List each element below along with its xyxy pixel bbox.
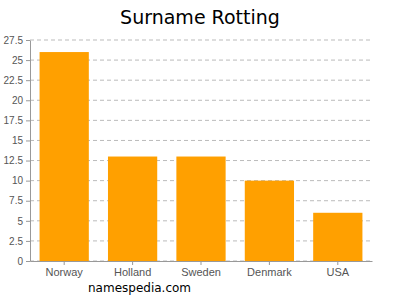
y-axis: 0 2.5 5 7.5 10 12.5 15 17.5 20 22.5 25 27.5 bbox=[4, 35, 31, 267]
y-tick: 2.5 bbox=[9, 236, 30, 247]
y-tick-mark bbox=[26, 181, 30, 182]
x-tick-mark bbox=[64, 261, 65, 265]
title: Surname Rotting bbox=[120, 6, 280, 28]
y-tick-label: 0 bbox=[17, 256, 23, 267]
y-tick-label: 17.5 bbox=[4, 115, 24, 126]
y-tick-mark bbox=[26, 161, 30, 162]
x-tick: Holland bbox=[114, 261, 151, 278]
y-tick-mark bbox=[26, 241, 30, 242]
y-tick: 25 bbox=[12, 55, 30, 66]
y-tick: 15 bbox=[12, 135, 30, 146]
bars bbox=[40, 52, 363, 261]
y-tick-mark bbox=[26, 80, 30, 81]
bar bbox=[245, 181, 294, 261]
x-tick-label: Holland bbox=[114, 266, 151, 278]
bar bbox=[40, 52, 89, 261]
x-axis: Norway Holland Sweden Denmark USA bbox=[31, 261, 373, 278]
x-tick-label: USA bbox=[326, 266, 349, 278]
y-tick: 27.5 bbox=[4, 35, 30, 46]
x-tick-mark bbox=[201, 261, 202, 265]
y-tick-label: 10 bbox=[12, 175, 24, 186]
x-tick-label: Sweden bbox=[181, 266, 221, 278]
grid bbox=[30, 40, 372, 261]
y-tick-mark bbox=[26, 100, 30, 101]
y-tick-mark bbox=[26, 140, 30, 141]
y-tick: 10 bbox=[12, 175, 30, 186]
y-tick: 22.5 bbox=[4, 75, 30, 86]
y-tick-label: 7.5 bbox=[9, 195, 23, 206]
x-tick-mark bbox=[337, 261, 338, 265]
x-tick: USA bbox=[326, 261, 349, 278]
y-tick-mark bbox=[26, 40, 30, 41]
y-tick-mark bbox=[26, 261, 30, 262]
x-tick-mark bbox=[269, 261, 270, 265]
bar bbox=[108, 157, 157, 261]
y-tick: 0 bbox=[17, 256, 30, 267]
y-tick: 5 bbox=[17, 216, 30, 227]
y-tick: 20 bbox=[12, 95, 30, 106]
y-tick-label: 25 bbox=[12, 55, 24, 66]
x-tick: Sweden bbox=[181, 261, 221, 278]
x-tick-mark bbox=[132, 261, 133, 265]
y-tick: 17.5 bbox=[4, 115, 30, 126]
x-tick: Denmark bbox=[247, 261, 292, 278]
bar bbox=[313, 213, 362, 261]
plot-area: 0 2.5 5 7.5 10 12.5 15 17.5 20 22.5 25 27.5 Norway Ho… bbox=[4, 35, 373, 278]
x-tick-label: Denmark bbox=[247, 266, 292, 278]
y-tick: 12.5 bbox=[4, 155, 30, 166]
bar bbox=[176, 157, 225, 261]
y-tick-mark bbox=[26, 60, 30, 61]
y-tick-label: 20 bbox=[12, 95, 24, 106]
y-tick-label: 27.5 bbox=[4, 35, 24, 46]
y-tick-mark bbox=[26, 120, 30, 121]
x-tick-label: Norway bbox=[46, 266, 84, 278]
chart: 0 2.5 5 7.5 10 12.5 15 17.5 20 22.5 25 27.5 Norway Ho… bbox=[0, 0, 400, 300]
grid-line bbox=[30, 40, 372, 41]
y-tick: 7.5 bbox=[9, 195, 30, 206]
y-tick-label: 2.5 bbox=[9, 236, 23, 247]
y-tick-label: 22.5 bbox=[4, 75, 24, 86]
x-tick: Norway bbox=[46, 261, 84, 278]
y-tick-mark bbox=[26, 221, 30, 222]
y-tick-label: 5 bbox=[17, 216, 23, 227]
y-tick-label: 15 bbox=[12, 135, 24, 146]
y-tick-mark bbox=[26, 201, 30, 202]
y-tick-label: 12.5 bbox=[4, 155, 24, 166]
y-axis-line bbox=[30, 41, 31, 262]
annotation: namespedia.com bbox=[88, 281, 191, 295]
